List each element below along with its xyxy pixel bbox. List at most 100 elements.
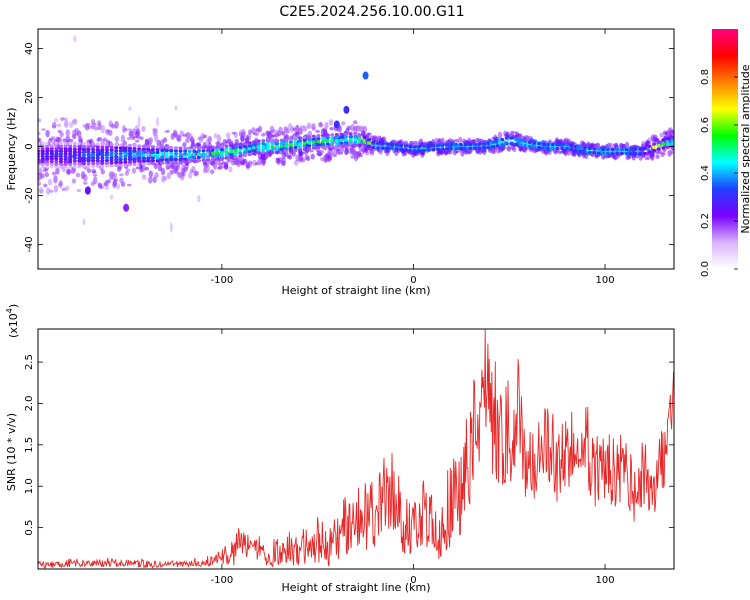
spectrogram-cell bbox=[344, 132, 349, 136]
spectrogram-cell bbox=[365, 132, 371, 138]
spectrogram-cell bbox=[310, 153, 315, 160]
spectrogram-cell bbox=[353, 134, 358, 138]
spectrogram-cell bbox=[38, 177, 40, 183]
spectrogram-cell bbox=[178, 146, 183, 150]
spectrogram-cell bbox=[127, 157, 132, 161]
spectrogram-cell bbox=[100, 150, 105, 154]
spectrogram-cell bbox=[661, 138, 666, 142]
spectrogram-cell bbox=[655, 154, 660, 159]
spectrogram-cell bbox=[210, 148, 215, 152]
spectrogram-cell bbox=[173, 146, 178, 150]
spectrogram-cell bbox=[100, 164, 105, 168]
spectrogram-cell bbox=[553, 149, 559, 155]
spectrogram-cell bbox=[45, 160, 50, 164]
spectrogram-cell bbox=[114, 143, 119, 147]
spectrogram-cell bbox=[329, 126, 334, 131]
spectrogram-cell bbox=[109, 142, 114, 147]
spectrogram-cell bbox=[91, 145, 96, 149]
spectrogram-cell bbox=[91, 161, 96, 166]
spectrogram-cell bbox=[334, 138, 339, 143]
spectrogram-cell bbox=[222, 139, 228, 146]
spectrogram-cell bbox=[100, 148, 105, 152]
spectrogram-cell bbox=[378, 149, 383, 155]
spectrogram-cell bbox=[55, 166, 60, 175]
spectrogram-cell bbox=[652, 145, 657, 149]
spectrogram-cell bbox=[155, 145, 160, 149]
spectrogram-cell bbox=[72, 159, 77, 163]
spectrogram-cell bbox=[339, 135, 344, 139]
spectrogram-cell bbox=[51, 171, 57, 176]
spectrogram-cell bbox=[192, 146, 197, 150]
spectrogram-cell bbox=[60, 117, 65, 121]
spectrogram-cell bbox=[479, 138, 484, 144]
spectrogram-cell bbox=[183, 152, 188, 156]
spectrogram-cell bbox=[330, 133, 335, 137]
spectrogram-cell bbox=[45, 152, 50, 156]
spectrogram-cell bbox=[206, 145, 211, 149]
colorbar-ticks: 0.0 0.2 0.4 0.6 0.8 bbox=[700, 69, 738, 277]
spectrogram-cell bbox=[357, 143, 362, 147]
spectrogram-cell bbox=[220, 165, 225, 169]
spectrogram-cell bbox=[100, 145, 105, 149]
spectrogram-cell bbox=[123, 154, 128, 159]
spectrogram-cell bbox=[661, 142, 666, 146]
x-tick-label: -100 bbox=[211, 275, 234, 286]
x-tick-label: 100 bbox=[595, 275, 614, 286]
spectrogram-cell bbox=[127, 152, 132, 156]
spectrogram-cell bbox=[121, 125, 127, 134]
spectrogram-cell bbox=[142, 164, 146, 173]
spectrogram-cell bbox=[613, 143, 618, 148]
spectrogram-cell bbox=[238, 154, 243, 158]
spectrogram-cell bbox=[131, 167, 137, 174]
spectrogram-cell bbox=[73, 35, 77, 43]
spectrogram-cell bbox=[178, 152, 183, 156]
spectrogram-cell bbox=[104, 156, 109, 160]
spectrogram-cell bbox=[169, 146, 174, 150]
spectrogram-cell bbox=[275, 147, 280, 152]
colorbar-label: Normalized spectral amplitude bbox=[739, 64, 750, 233]
spectrogram-cell bbox=[162, 137, 168, 143]
spectrogram-cell bbox=[38, 137, 42, 143]
spectrogram-cell bbox=[45, 146, 50, 151]
spectrogram-cell bbox=[40, 165, 45, 169]
spectrogram-cell bbox=[182, 142, 187, 148]
spectrogram-cell bbox=[298, 142, 303, 146]
spectrogram-cell bbox=[569, 143, 574, 148]
spectrogram-x-label: Height of straight line (km) bbox=[281, 284, 430, 297]
spectrogram-cell bbox=[132, 146, 137, 151]
spectrogram-cell bbox=[325, 139, 330, 143]
spectrogram-cell bbox=[91, 153, 96, 157]
spectrogram-cell bbox=[187, 159, 192, 164]
spectrogram-cell bbox=[242, 142, 247, 146]
spectrogram-cell bbox=[104, 153, 109, 157]
spectrogram-cell bbox=[123, 149, 128, 153]
spectrogram-cell bbox=[352, 120, 358, 125]
spectrogram-axes: -100 0 100 -40 -20 0 20 40 bbox=[24, 29, 674, 286]
spectrogram-cell bbox=[65, 185, 70, 191]
spectrogram-cell bbox=[265, 144, 270, 149]
spectrogram-cell bbox=[320, 128, 326, 136]
spectrogram-cell bbox=[196, 155, 201, 159]
spectrogram-cell bbox=[241, 131, 246, 138]
spectrogram-cell bbox=[504, 142, 509, 146]
spectrogram-cell bbox=[68, 157, 73, 161]
spectrogram-cell bbox=[118, 157, 123, 162]
colorbar: 0.0 0.2 0.4 0.6 0.8 Normalized spectral ampl… bbox=[700, 29, 750, 277]
spectrogram-cell bbox=[132, 144, 137, 148]
spectrogram-cell bbox=[210, 151, 215, 155]
spectrogram-cell bbox=[172, 129, 178, 137]
spectrogram-cell bbox=[49, 146, 54, 151]
spectrogram-cell bbox=[316, 137, 321, 141]
spectrogram-cell bbox=[330, 142, 335, 146]
spectrogram-cell bbox=[189, 136, 195, 144]
spectrogram-cell bbox=[477, 142, 482, 146]
spectrogram-cell bbox=[229, 144, 234, 148]
spectrogram-cell bbox=[53, 175, 58, 184]
spectrogram-cell bbox=[295, 132, 300, 139]
spectrogram-cell bbox=[114, 160, 119, 165]
spectrogram-cell bbox=[302, 125, 308, 132]
spectrogram-cell bbox=[196, 159, 201, 163]
spectrogram-cell bbox=[86, 153, 91, 157]
spectrogram-cell bbox=[58, 146, 63, 151]
spectrogram-cell bbox=[238, 151, 243, 155]
